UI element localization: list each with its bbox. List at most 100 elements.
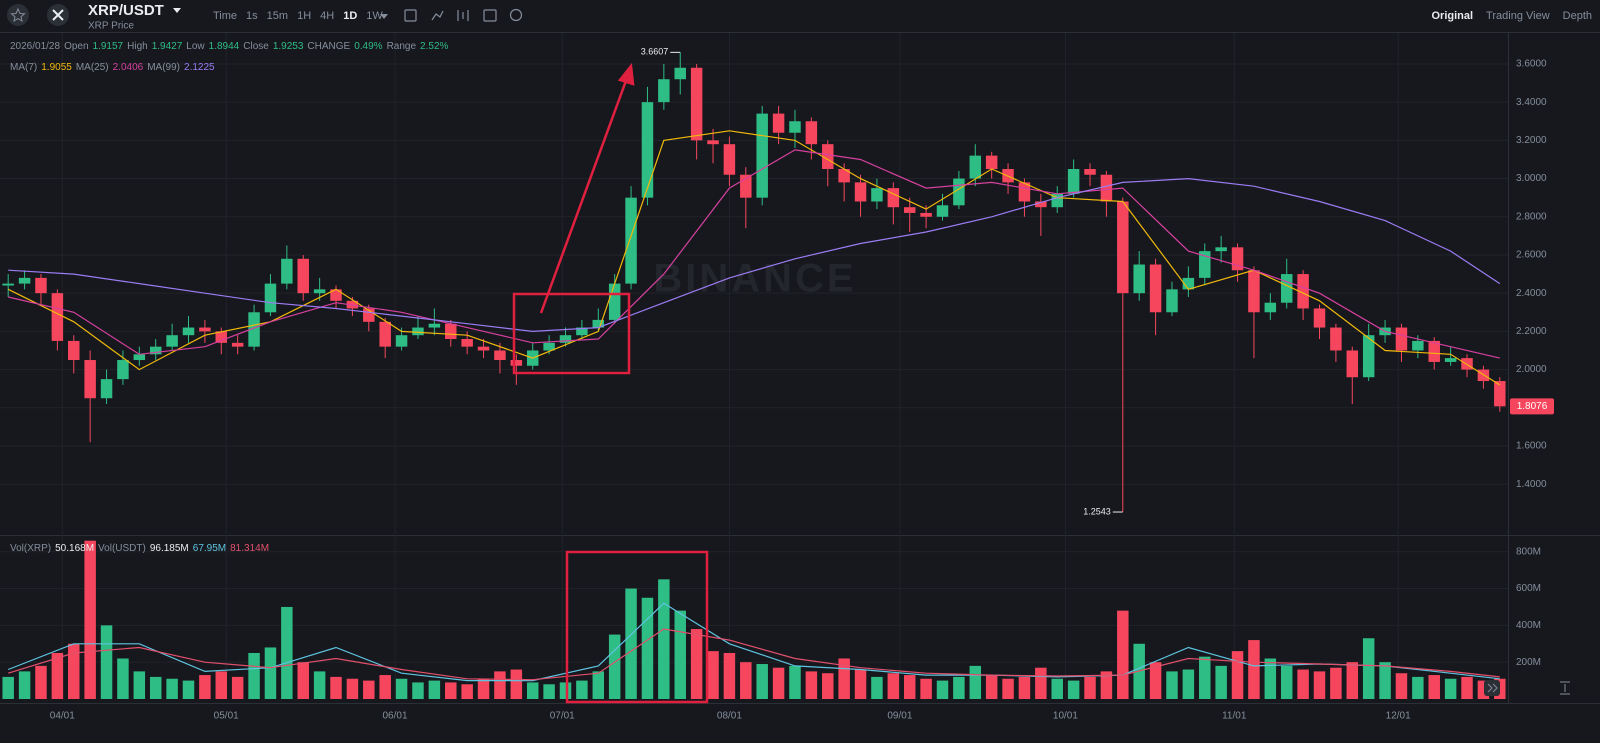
volume-bar [1346, 662, 1359, 699]
volume-tick-label: 800M [1516, 546, 1541, 557]
axis-reset-button[interactable] [1560, 681, 1570, 695]
volume-bar [477, 678, 490, 699]
candle-body [903, 207, 916, 213]
view-tab[interactable]: Trading View [1486, 10, 1550, 22]
volume-bar [1035, 667, 1047, 699]
symbol-subtitle[interactable]: XRP Price [88, 21, 134, 32]
x-tick-label: 12/01 [1386, 711, 1411, 722]
candle-body [1166, 289, 1178, 313]
candle-body [215, 331, 228, 343]
volume-bar [133, 671, 146, 699]
candle-body [1444, 358, 1457, 362]
volume-bar [51, 652, 64, 699]
volume-value: 96.185M [150, 543, 189, 554]
symbol[interactable]: XRP/USDT [88, 2, 164, 19]
volume-bar [149, 676, 162, 699]
volume-bar [658, 579, 670, 699]
volume-bar [494, 671, 506, 699]
info-label: CHANGE [307, 41, 350, 52]
y-tick-label: 2.2000 [1516, 326, 1547, 337]
volume-bar [330, 676, 342, 699]
volume-label: Vol(XRP) [10, 543, 51, 554]
candle-body [871, 188, 883, 202]
candle-body [772, 113, 785, 133]
close-button[interactable] [47, 4, 69, 26]
candle-body [576, 327, 588, 336]
volume-bar [1166, 671, 1178, 699]
volume-bar [740, 662, 752, 699]
ma-line [7, 602, 1500, 682]
candle-body [707, 140, 719, 145]
interval-tab[interactable]: 1H [297, 10, 311, 22]
volume-bar [1117, 610, 1129, 699]
interval-tab[interactable]: 15m [267, 10, 288, 22]
interval-dropdown[interactable] [380, 14, 388, 19]
info-label: Close [243, 41, 269, 52]
candle-body [18, 277, 31, 284]
x-tick-label: 05/01 [214, 711, 239, 722]
candle-body [1018, 182, 1031, 202]
candle-body [363, 308, 375, 322]
interval-tab[interactable]: 1s [246, 10, 258, 22]
legend-value: 2.1225 [184, 62, 215, 73]
y-tick-label: 3.0000 [1516, 173, 1547, 184]
volume-bar [805, 671, 818, 699]
interval-tab[interactable]: 4H [320, 10, 334, 22]
interval-tab[interactable]: 1W [366, 10, 383, 22]
volume-bar [68, 643, 80, 699]
overlay: 1.40001.60001.80002.00002.20002.40002.60… [10, 41, 1554, 722]
volume-bar [2, 676, 14, 699]
volume-bar [1018, 676, 1031, 699]
volume-ma-value: 67.95M [193, 543, 226, 554]
volume-bar [854, 669, 867, 699]
candle-body [1362, 335, 1375, 378]
volume-bar [18, 671, 31, 699]
view-tab[interactable]: Original [1431, 10, 1473, 22]
interval-tab[interactable]: 1D [343, 10, 357, 22]
low-label: 1.2543 [1083, 506, 1111, 516]
volume-bar [1149, 662, 1162, 699]
candle-body [1133, 264, 1145, 294]
volume-bar [969, 665, 982, 699]
info-value: 1.8944 [209, 41, 240, 52]
symbol-dropdown[interactable] [173, 8, 181, 13]
info-value: 1.9157 [93, 41, 124, 52]
tool-icons[interactable] [404, 8, 523, 22]
volume-bar [231, 676, 244, 699]
volume-bar [297, 662, 309, 699]
interval-tab[interactable]: Time [213, 10, 237, 22]
info-value: 0.49% [354, 41, 382, 52]
volume-bar [526, 682, 539, 699]
scroll-button[interactable] [1484, 680, 1500, 696]
volume-bar [379, 675, 391, 699]
candle-body [756, 113, 768, 198]
volume-bar [428, 680, 441, 699]
volume-bar [117, 658, 129, 699]
y-tick-label: 2.4000 [1516, 288, 1547, 299]
y-tick-label: 3.2000 [1516, 135, 1547, 146]
candle-body [740, 174, 752, 198]
volume-bar [1231, 651, 1244, 699]
candle-body [805, 121, 818, 145]
volume-bar [35, 665, 47, 699]
x-tick-label: 04/01 [50, 711, 75, 722]
favorite-button[interactable] [7, 4, 29, 26]
candle-body [68, 340, 80, 361]
candle-body [1199, 251, 1211, 278]
volume-tick-label: 200M [1516, 657, 1541, 668]
info-value: 1.9427 [152, 41, 183, 52]
candle-body [985, 155, 998, 170]
candle-body [1264, 302, 1277, 313]
volume-bar [1444, 678, 1457, 699]
candle-body [1117, 201, 1129, 294]
candle-body [1297, 274, 1309, 309]
y-tick-label: 2.6000 [1516, 250, 1547, 261]
view-tab[interactable]: Depth [1563, 10, 1592, 22]
volume-bar [1100, 671, 1113, 699]
candle-body [313, 289, 326, 294]
ma-line [7, 130, 1501, 386]
candle-body [1330, 327, 1342, 351]
volume-bar [199, 675, 211, 699]
volume-bar [936, 680, 949, 699]
volume-bar [1067, 680, 1080, 699]
